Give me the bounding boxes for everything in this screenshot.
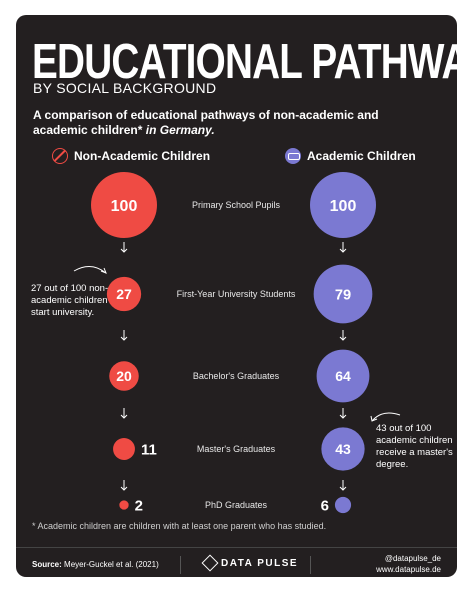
academic-annotation: 43 out of 100 academic children receive … — [376, 423, 453, 470]
footnote: * Academic children are children with at… — [32, 521, 327, 531]
academic-value-label: 43 — [335, 441, 351, 457]
source: Source: Meyer-Guckel et al. (2021) — [32, 560, 159, 569]
academic-value-label: 100 — [330, 198, 357, 215]
academic-value-label: 79 — [335, 287, 351, 303]
no-education-icon — [52, 148, 68, 164]
down-arrow-icon — [339, 336, 347, 341]
non-academic-bubble — [109, 361, 139, 391]
academic-header: Academic Children — [285, 148, 416, 164]
academic-bubble — [321, 427, 365, 471]
stage-label: Master's Graduates — [197, 444, 276, 454]
down-arrow-icon — [339, 414, 347, 419]
stage-label: First-Year University Students — [177, 289, 296, 299]
non-academic-bubble — [113, 438, 135, 460]
brand-logo-icon — [201, 554, 219, 572]
curved-arrow-icon — [371, 412, 401, 422]
academic-bubble — [316, 349, 370, 403]
non-academic-value-label: 2 — [135, 497, 143, 514]
non-academic-value-label: 100 — [111, 198, 138, 215]
academic-value-label: 6 — [321, 497, 329, 514]
curved-arrow-icon — [370, 415, 378, 422]
stage-label: Primary School Pupils — [192, 200, 281, 210]
non-academic-value-label: 27 — [116, 286, 132, 302]
graduation-cap-icon — [285, 148, 301, 164]
stage-label: PhD Graduates — [205, 500, 268, 510]
down-arrow-icon — [339, 248, 347, 253]
curved-arrow-icon — [100, 267, 107, 274]
non-academic-label: Non-Academic Children — [74, 149, 211, 163]
source-label: Source: — [32, 560, 62, 569]
non-academic-bubble — [119, 500, 129, 510]
academic-value-label: 64 — [335, 368, 351, 384]
footer: Source: Meyer-Guckel et al. (2021) DATA … — [16, 547, 457, 577]
source-text: Meyer-Guckel et al. (2021) — [64, 560, 159, 569]
non-academic-annotation: 27 out of 100 non-academic children star… — [31, 283, 109, 318]
website-link[interactable]: www.datapulse.de — [376, 565, 441, 574]
non-academic-value-label: 11 — [141, 441, 157, 458]
academic-label: Academic Children — [307, 149, 416, 163]
curved-arrow-icon — [73, 266, 107, 274]
non-academic-bubble — [106, 276, 142, 312]
description-emphasis: in Germany. — [145, 123, 215, 137]
non-academic-bubble — [91, 172, 157, 238]
down-arrow-icon — [120, 486, 128, 491]
social-handle[interactable]: @datapulse_de — [384, 554, 441, 563]
down-arrow-icon — [339, 486, 347, 491]
stage-label: Bachelor's Graduates — [193, 371, 280, 381]
description-text: A comparison of educational pathways of … — [33, 108, 379, 137]
academic-bubble — [334, 496, 352, 514]
bubble-chart: 100 27 20 11 2 100 79 64 43 6 Primary School Pupil… — [73, 172, 401, 514]
page-subtitle: BY SOCIAL BACKGROUND — [33, 80, 217, 96]
academic-bubble — [310, 172, 376, 238]
footer-divider — [310, 556, 311, 574]
brand: DATA PULSE — [201, 554, 299, 572]
footer-divider — [180, 556, 181, 574]
down-arrow-icon — [120, 414, 128, 419]
social-links: @datapulse_de www.datapulse.de — [376, 553, 441, 575]
down-arrow-icon — [120, 336, 128, 341]
academic-bubble — [313, 264, 373, 324]
non-academic-value-label: 20 — [116, 368, 132, 384]
brand-name: DATA PULSE — [221, 557, 299, 569]
non-academic-header: Non-Academic Children — [52, 148, 210, 164]
description: A comparison of educational pathways of … — [33, 108, 433, 138]
down-arrow-icon — [120, 248, 128, 253]
infographic-card: EDUCATIONAL PATHWAYS BY SOCIAL BACKGROUN… — [16, 15, 457, 577]
